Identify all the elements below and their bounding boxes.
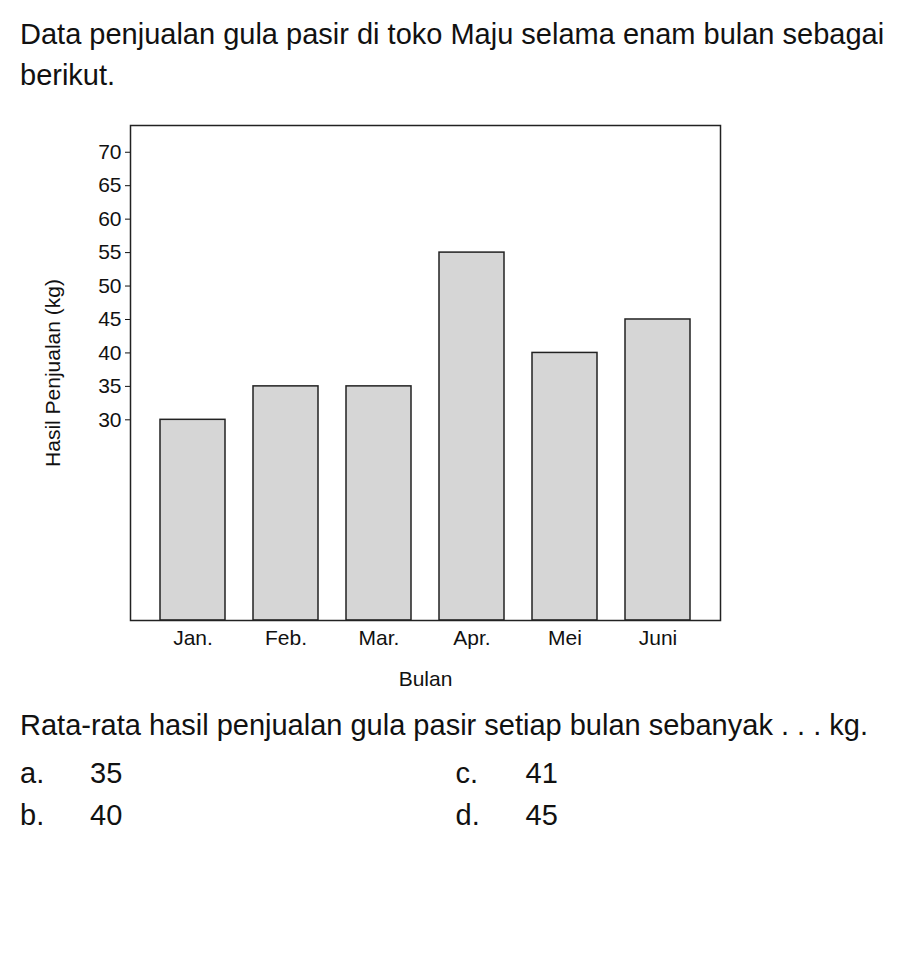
html-text:45: 45 [525, 798, 558, 831]
svg-text:Mar.: Mar. [359, 627, 400, 650]
svg-text:45: 45 [98, 307, 121, 330]
svg-text:35: 35 [98, 374, 121, 397]
svg-text:50: 50 [98, 274, 121, 297]
html-text:b.: b. [20, 798, 45, 831]
svg-text:65: 65 [98, 174, 121, 197]
svg-text:40: 40 [98, 341, 121, 364]
html-text:41: 41 [525, 756, 558, 789]
svg-text:Jan.: Jan. [173, 627, 213, 650]
svg-text:55: 55 [98, 241, 121, 264]
html-text:a.: a. [20, 756, 45, 789]
svg-text:Feb.: Feb. [265, 627, 307, 650]
html-text:Data penjualan gula pasir di t: Data penjualan gula pasir di toko Maju s… [20, 18, 885, 91]
svg-text:Mei: Mei [548, 627, 582, 650]
svg-text:Hasil Penjualan (kg): Hasil Penjualan (kg) [41, 279, 64, 467]
svg-text:Bulan: Bulan [399, 667, 453, 690]
html-text:35: 35 [90, 756, 123, 789]
svg-text:30: 30 [98, 408, 121, 431]
html-text:d.: d. [455, 798, 480, 831]
html-text:Rata-rata hasil penjualan gula: Rata-rata hasil penjualan gula pasir set… [20, 709, 868, 742]
html-text:c.: c. [455, 756, 479, 789]
html-text:40: 40 [90, 798, 123, 831]
svg-text:60: 60 [98, 207, 121, 230]
svg-text:70: 70 [98, 140, 121, 163]
svg-text:Juni: Juni [639, 627, 678, 650]
svg-text:Apr.: Apr. [453, 627, 490, 650]
